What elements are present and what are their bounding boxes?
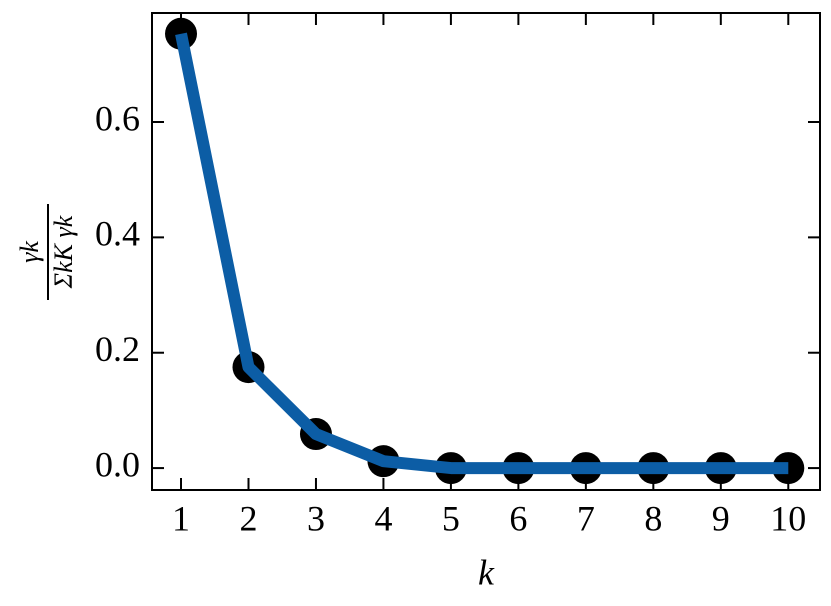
x-tick-label: 6 [509, 498, 527, 538]
x-tick-label: 7 [577, 498, 595, 538]
x-tick-label: 9 [712, 498, 730, 538]
y-tick-label: 0.2 [95, 329, 140, 369]
y-axis-label: γk ΣkK γk [15, 204, 78, 300]
y-label-numerator: γk [15, 241, 44, 263]
x-axis-label: k [478, 552, 495, 592]
line [175, 32, 789, 475]
y-tick-label: 0.4 [95, 214, 140, 254]
x-tick-label: 2 [239, 498, 257, 538]
plot-frame [151, 12, 821, 491]
x-tick-label: 5 [442, 498, 460, 538]
x-tick-label: 10 [770, 498, 806, 538]
y-label-denominator: ΣkK γk [49, 215, 78, 289]
x-tick-label: 3 [307, 498, 325, 538]
x-tick-label: 4 [374, 498, 392, 538]
x-tick-label: 1 [172, 498, 190, 538]
y-tick-label: 0.0 [95, 444, 140, 484]
x-tick-label: 8 [644, 498, 662, 538]
y-tick-label: 0.6 [95, 98, 140, 138]
